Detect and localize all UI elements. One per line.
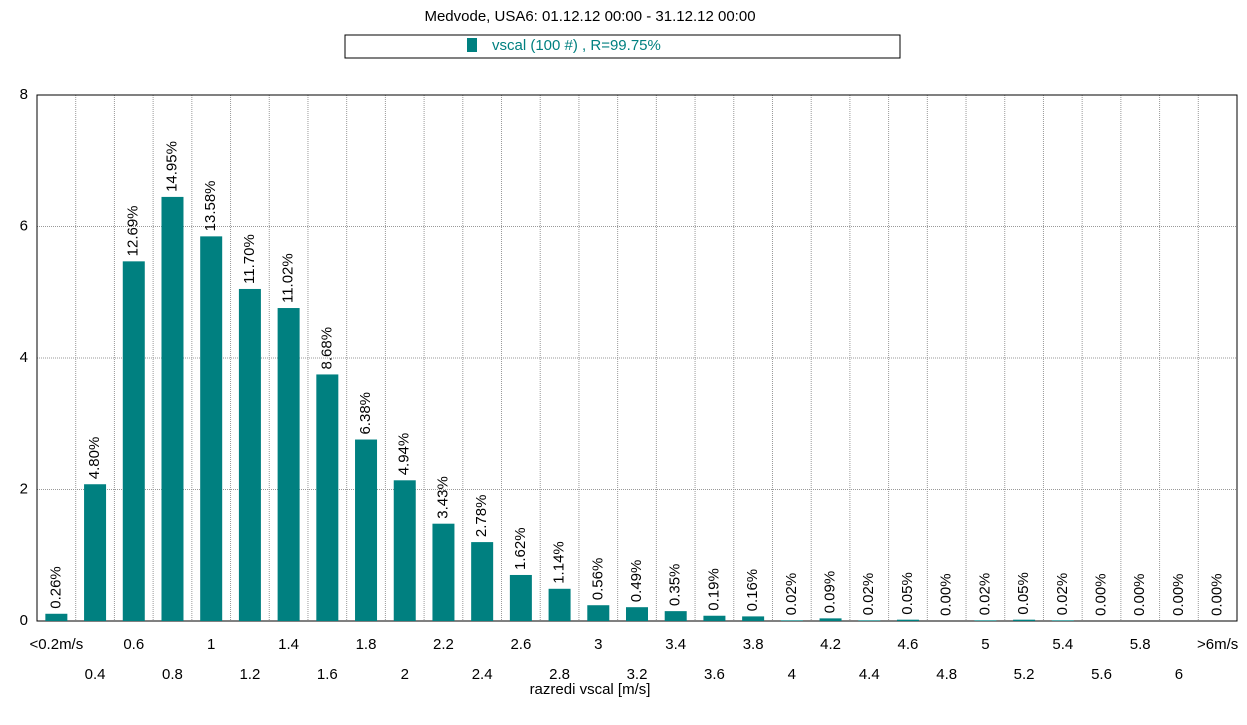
- bar-label: 0.49%: [628, 560, 645, 603]
- bar-label: 2.78%: [473, 495, 490, 538]
- bar-label: 1.14%: [551, 541, 568, 584]
- bar: [238, 288, 261, 621]
- bar: [742, 616, 765, 621]
- x-tick-label: 3.2: [627, 666, 648, 683]
- bar-label: 0.02%: [783, 573, 800, 616]
- bar: [780, 620, 803, 621]
- bar: [509, 574, 532, 621]
- bar: [393, 480, 416, 621]
- bar-label: 0.05%: [899, 572, 916, 615]
- x-tick-label: 4.6: [898, 636, 919, 653]
- x-tick-label: 4.2: [820, 636, 841, 653]
- bar: [122, 261, 145, 621]
- bar-label: 4.80%: [86, 437, 103, 480]
- bar: [277, 308, 300, 621]
- bar-label: 0.16%: [744, 569, 761, 612]
- x-tick-label: 5.6: [1091, 666, 1112, 683]
- x-tick-label: 2.6: [510, 636, 531, 653]
- bar-label: 4.94%: [396, 433, 413, 476]
- bar: [355, 439, 378, 621]
- bar-label: 0.00%: [1170, 573, 1187, 616]
- y-tick-label: 2: [20, 480, 28, 497]
- bar: [432, 523, 455, 621]
- bar: [1051, 620, 1074, 621]
- bar-label: 0.09%: [822, 571, 839, 614]
- x-tick-label: 6: [1175, 666, 1183, 683]
- bar: [858, 620, 881, 621]
- x-tick-label: >6m/s: [1197, 636, 1238, 653]
- chart-title: Medvode, USA6: 01.12.12 00:00 - 31.12.12…: [424, 8, 755, 25]
- bar-label: 8.68%: [318, 327, 335, 370]
- x-tick-label: 3.8: [743, 636, 764, 653]
- y-tick-label: 6: [20, 217, 28, 234]
- x-tick-label: 1.2: [239, 666, 260, 683]
- x-tick-label: 4: [788, 666, 796, 683]
- bar-label: 0.02%: [1054, 573, 1071, 616]
- bar-label: 3.43%: [434, 476, 451, 519]
- x-tick-label: 2.8: [549, 666, 570, 683]
- x-tick-label: 1: [207, 636, 215, 653]
- bar: [200, 236, 223, 622]
- bar: [548, 588, 571, 621]
- x-tick-label: 5.8: [1130, 636, 1151, 653]
- bar: [974, 620, 997, 621]
- bar: [1013, 619, 1036, 621]
- x-tick-label: 0.4: [85, 666, 106, 683]
- bar-label: 0.56%: [589, 558, 606, 601]
- bar: [819, 618, 842, 621]
- x-tick-label: 3.4: [665, 636, 686, 653]
- x-tick-label: 5: [981, 636, 989, 653]
- bar: [84, 484, 107, 621]
- y-tick-label: 0: [20, 612, 28, 629]
- x-tick-label: 3.6: [704, 666, 725, 683]
- bar-label: 11.70%: [241, 234, 258, 284]
- x-tick-label: 4.4: [859, 666, 880, 683]
- bar: [587, 605, 610, 621]
- bar-label: 11.02%: [280, 253, 297, 303]
- x-tick-label: 2.4: [472, 666, 493, 683]
- x-tick-label: 2: [401, 666, 409, 683]
- bar-label: 0.02%: [860, 573, 877, 616]
- legend-box: [344, 34, 901, 59]
- bar: [626, 607, 648, 621]
- x-tick-label: 4.8: [936, 666, 957, 683]
- bar-label: 12.69%: [125, 205, 142, 256]
- y-tick-label: 8: [20, 86, 28, 103]
- bar-label: 0.19%: [705, 568, 722, 611]
- x-tick-label: 1.6: [317, 666, 338, 683]
- bar-label: 0.02%: [976, 573, 993, 616]
- x-tick-label: 1.8: [356, 636, 377, 653]
- legend-swatch: [467, 38, 477, 52]
- bar-label: 0.05%: [1015, 572, 1032, 615]
- x-tick-label: 5.4: [1052, 636, 1073, 653]
- bar-label: 6.38%: [357, 392, 374, 435]
- bar-label: 0.00%: [1092, 573, 1109, 616]
- bar-label: 0.35%: [667, 564, 684, 607]
- bar: [896, 619, 919, 621]
- bar: [664, 611, 687, 621]
- bar-label: 0.00%: [938, 573, 955, 616]
- bar: [471, 542, 494, 621]
- x-tick-label: 0.8: [162, 666, 183, 683]
- bar: [45, 613, 68, 621]
- x-axis-label: razredi vscal [m/s]: [530, 681, 651, 698]
- y-tick-label: 4: [20, 349, 28, 366]
- bar-label: 14.95%: [163, 141, 180, 192]
- x-tick-label: 2.2: [433, 636, 454, 653]
- bar-label: 0.00%: [1209, 573, 1226, 616]
- x-tick-label: <0.2m/s: [29, 636, 83, 653]
- bar-label: 13.58%: [202, 180, 219, 231]
- bar-label: 1.62%: [512, 527, 529, 570]
- x-tick-label: 1.4: [278, 636, 299, 653]
- bar-label: 0.26%: [47, 566, 64, 609]
- x-tick-label: 3: [594, 636, 602, 653]
- bar-label: 0.00%: [1131, 573, 1148, 616]
- x-tick-label: 5.2: [1014, 666, 1035, 683]
- bar: [161, 196, 184, 621]
- x-tick-label: 0.6: [123, 636, 144, 653]
- legend-label: vscal (100 #) , R=99.75%: [492, 37, 661, 54]
- bar: [316, 374, 339, 621]
- bar: [703, 615, 726, 621]
